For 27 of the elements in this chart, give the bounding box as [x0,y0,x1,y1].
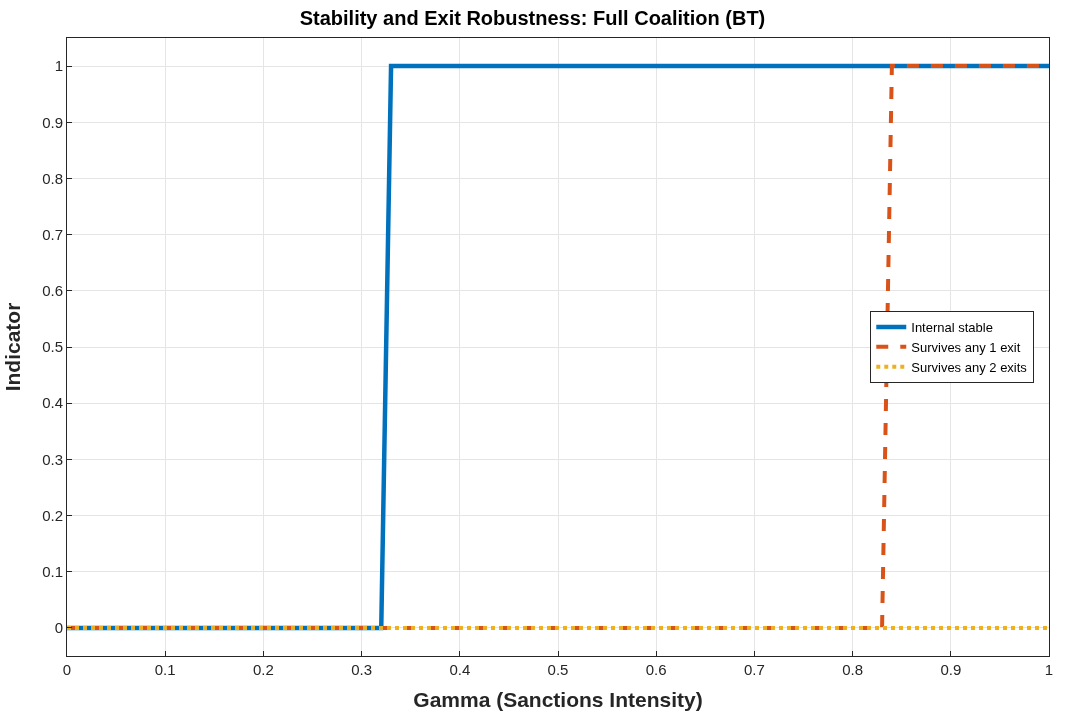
y-tick-label: 0.5 [42,338,63,356]
x-tick-label: 0.9 [940,661,962,678]
x-tick-label: 0.8 [842,661,864,678]
x-tick-label: 0.1 [154,661,176,678]
x-tick-label: 0.4 [449,661,471,678]
y-tick-label: 0.2 [42,506,63,524]
y-tick-label: 0.7 [42,225,63,243]
x-tick-label: 0.6 [645,661,667,678]
legend-label: Survives any 1 exit [911,339,1021,355]
x-tick-label: 0.3 [351,661,373,678]
x-tick-label: 0.2 [252,661,274,678]
chart-title: Stability and Exit Robustness: Full Coalition (BT) [299,6,766,29]
y-tick-label: 0.1 [42,562,63,580]
x-tick-label: 1 [1044,661,1054,678]
legend-label: Survives any 2 exits [911,359,1028,375]
x-tick-label: 0.7 [743,661,765,678]
y-tick-label: 0 [54,619,63,637]
x-axis-title: Gamma (Sanctions Intensity) [413,688,703,712]
x-tick-label: 0.5 [547,661,569,678]
y-tick-label: 0.6 [42,282,63,300]
y-tick-label: 1 [54,57,63,75]
y-axis-title: Indicator [1,302,25,392]
y-tick-label: 0.8 [42,169,63,187]
y-tick-label: 0.3 [42,450,63,468]
y-tick-label: 0.4 [42,394,63,412]
y-tick-label: 0.9 [42,113,63,131]
legend-label: Internal stable [911,320,993,336]
